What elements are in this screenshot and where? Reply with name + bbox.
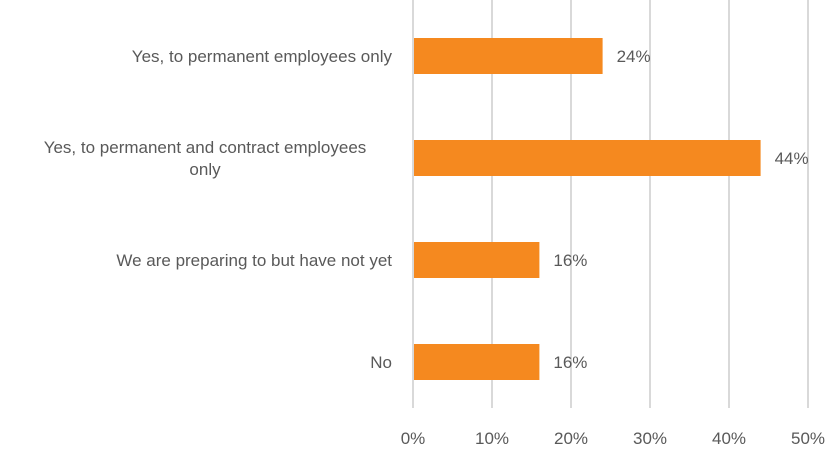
bar bbox=[414, 242, 540, 278]
data-label: 44% bbox=[775, 149, 809, 168]
bars bbox=[414, 38, 761, 380]
data-label: 16% bbox=[553, 251, 587, 270]
x-tick-label: 40% bbox=[712, 429, 746, 448]
bar bbox=[414, 38, 603, 74]
x-axis-tick-labels: 0% 10% 20% 30% 40% 50% bbox=[401, 429, 825, 448]
bar bbox=[414, 140, 761, 176]
x-tick-label: 20% bbox=[554, 429, 588, 448]
data-label: 16% bbox=[553, 353, 587, 372]
category-label: Yes, to permanent and contract employees… bbox=[44, 138, 367, 179]
x-tick-label: 30% bbox=[633, 429, 667, 448]
x-tick-label: 0% bbox=[401, 429, 426, 448]
x-tick-label: 50% bbox=[791, 429, 825, 448]
category-label: No bbox=[370, 353, 392, 372]
data-label: 24% bbox=[617, 47, 651, 66]
data-labels: 24% 44% 16% 16% bbox=[553, 47, 808, 372]
category-labels: Yes, to permanent employees only Yes, to … bbox=[44, 47, 393, 372]
x-tick-label: 10% bbox=[475, 429, 509, 448]
bar bbox=[414, 344, 540, 380]
category-label: We are preparing to but have not yet bbox=[116, 251, 392, 270]
category-label: Yes, to permanent employees only bbox=[132, 47, 393, 66]
